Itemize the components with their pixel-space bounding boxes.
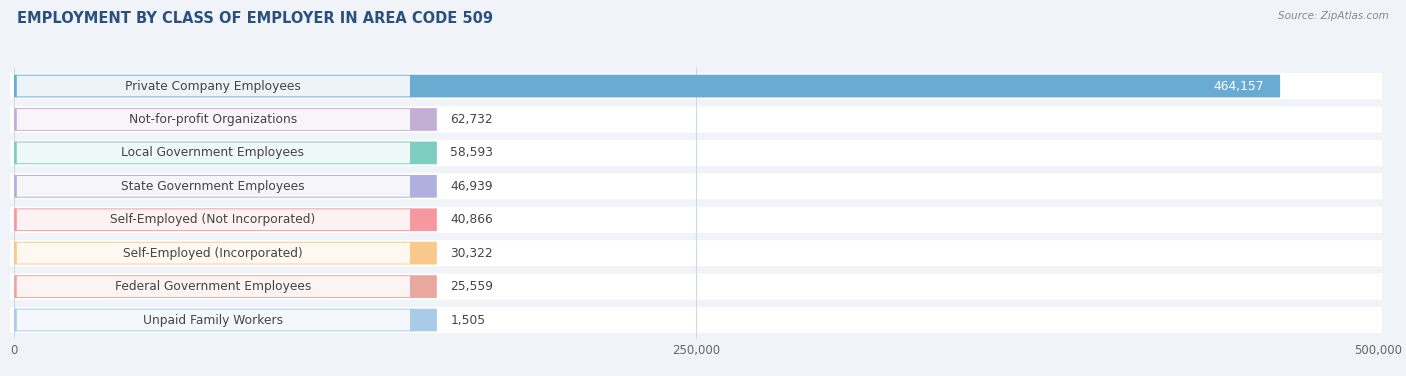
Text: 1,505: 1,505: [450, 314, 485, 326]
FancyBboxPatch shape: [14, 309, 437, 331]
FancyBboxPatch shape: [17, 143, 411, 163]
Text: 30,322: 30,322: [450, 247, 494, 260]
FancyBboxPatch shape: [10, 140, 1382, 166]
Text: State Government Employees: State Government Employees: [121, 180, 305, 193]
Text: Self-Employed (Not Incorporated): Self-Employed (Not Incorporated): [110, 213, 315, 226]
FancyBboxPatch shape: [10, 173, 1382, 199]
Text: EMPLOYMENT BY CLASS OF EMPLOYER IN AREA CODE 509: EMPLOYMENT BY CLASS OF EMPLOYER IN AREA …: [17, 11, 494, 26]
FancyBboxPatch shape: [10, 207, 1382, 233]
FancyBboxPatch shape: [14, 108, 437, 131]
FancyBboxPatch shape: [17, 76, 411, 97]
Text: Unpaid Family Workers: Unpaid Family Workers: [142, 314, 283, 326]
Text: Source: ZipAtlas.com: Source: ZipAtlas.com: [1278, 11, 1389, 21]
FancyBboxPatch shape: [10, 73, 1382, 99]
FancyBboxPatch shape: [14, 175, 437, 198]
FancyBboxPatch shape: [14, 75, 1279, 97]
Text: Not-for-profit Organizations: Not-for-profit Organizations: [128, 113, 297, 126]
FancyBboxPatch shape: [10, 240, 1382, 266]
Text: Private Company Employees: Private Company Employees: [125, 80, 301, 92]
Text: 62,732: 62,732: [450, 113, 494, 126]
FancyBboxPatch shape: [14, 242, 437, 265]
Text: 40,866: 40,866: [450, 213, 494, 226]
FancyBboxPatch shape: [17, 276, 411, 297]
Text: 25,559: 25,559: [450, 280, 494, 293]
FancyBboxPatch shape: [10, 106, 1382, 132]
FancyBboxPatch shape: [17, 109, 411, 130]
FancyBboxPatch shape: [17, 209, 411, 230]
FancyBboxPatch shape: [14, 141, 437, 164]
Text: 46,939: 46,939: [450, 180, 494, 193]
FancyBboxPatch shape: [10, 307, 1382, 333]
FancyBboxPatch shape: [17, 176, 411, 197]
Text: Self-Employed (Incorporated): Self-Employed (Incorporated): [122, 247, 302, 260]
Text: 464,157: 464,157: [1213, 80, 1264, 92]
FancyBboxPatch shape: [17, 243, 411, 264]
FancyBboxPatch shape: [14, 275, 437, 298]
Text: Local Government Employees: Local Government Employees: [121, 146, 304, 159]
FancyBboxPatch shape: [17, 309, 411, 331]
FancyBboxPatch shape: [10, 274, 1382, 300]
Text: 58,593: 58,593: [450, 146, 494, 159]
Text: Federal Government Employees: Federal Government Employees: [114, 280, 311, 293]
FancyBboxPatch shape: [14, 208, 437, 231]
